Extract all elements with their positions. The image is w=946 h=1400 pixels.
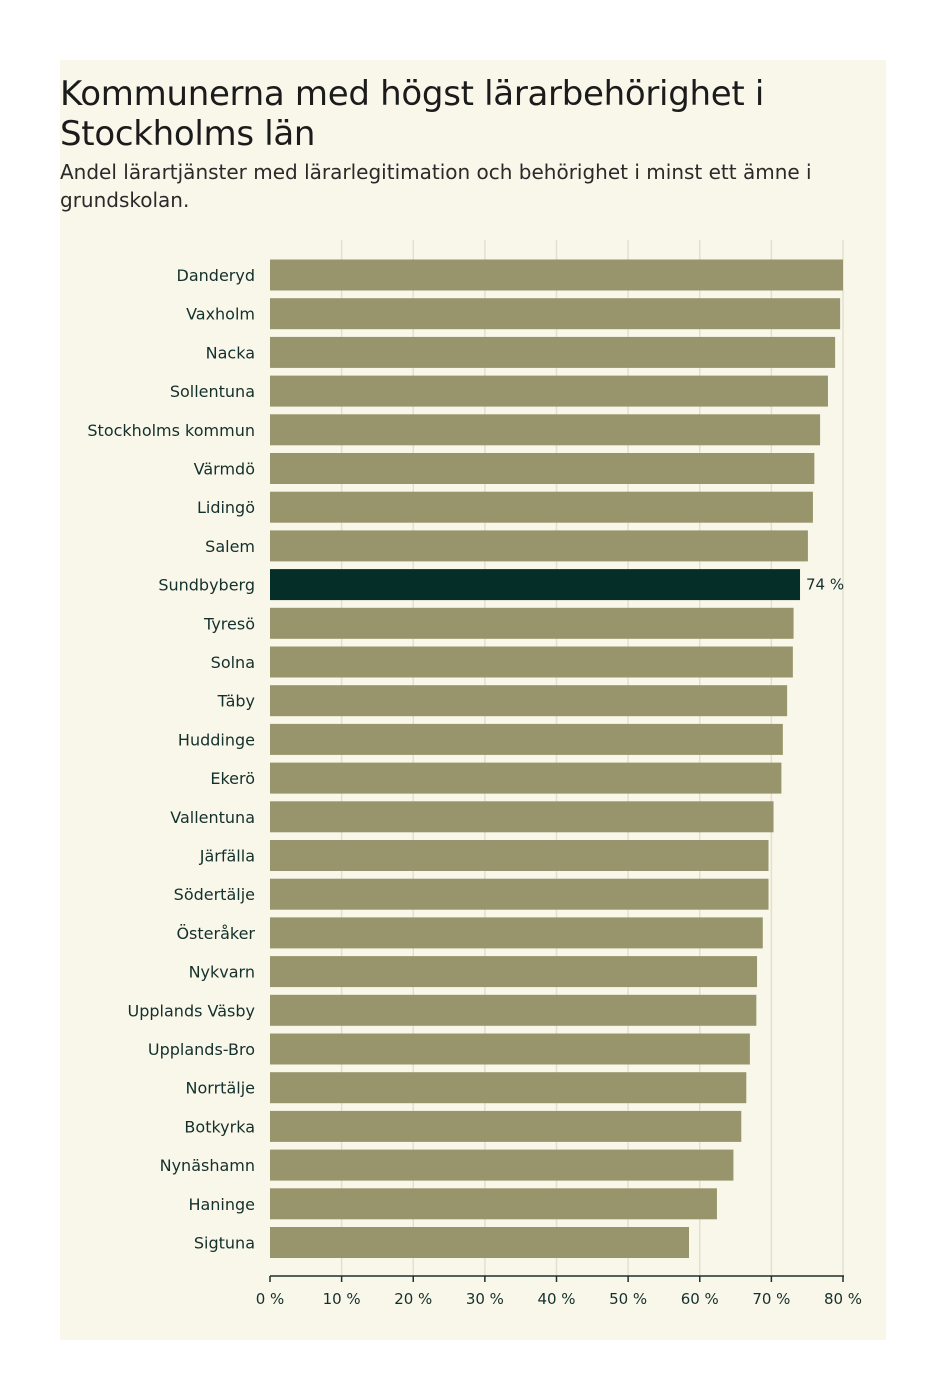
bar-järfälla: [270, 840, 769, 871]
chart-subtitle: Andel lärartjänster med lärarlegitimatio…: [60, 160, 812, 212]
category-label-upplands-väsby: Upplands Väsby: [128, 1001, 255, 1020]
category-label-nykvarn: Nykvarn: [189, 963, 255, 982]
chart-title: Kommunerna med högst lärarbehörighet i S…: [60, 74, 765, 154]
category-label-haninge: Haninge: [188, 1195, 255, 1214]
bar-huddinge: [270, 723, 783, 755]
category-label-huddinge: Huddinge: [178, 730, 255, 749]
bar-österåker: [270, 917, 763, 949]
bar-solna: [270, 646, 793, 678]
category-label-tyresö: Tyresö: [203, 614, 255, 633]
bar-salem: [270, 530, 808, 562]
x-tick-label-80: 80 %: [824, 1290, 862, 1308]
bar-nynäshamn: [270, 1149, 734, 1181]
x-tick-label-60: 60 %: [681, 1290, 719, 1308]
category-label-österåker: Österåker: [176, 924, 255, 943]
category-label-sollentuna: Sollentuna: [170, 382, 255, 401]
bar-upplands-väsby: [270, 994, 757, 1026]
bar-tyresö: [270, 607, 794, 639]
category-label-danderyd: Danderyd: [177, 266, 255, 285]
category-label-järfälla: Järfälla: [199, 847, 255, 866]
category-label-lidingö: Lidingö: [197, 498, 255, 517]
category-label-salem: Salem: [205, 537, 255, 556]
category-label-sundbyberg: Sundbyberg: [158, 576, 255, 595]
bar-sigtuna: [270, 1227, 690, 1258]
bar-danderyd: [270, 259, 843, 291]
category-label-sigtuna: Sigtuna: [194, 1234, 255, 1253]
category-label-upplands-bro: Upplands-Bro: [148, 1040, 255, 1059]
bar-täby: [270, 685, 788, 717]
category-label-stockholms-kommun: Stockholms kommun: [87, 421, 255, 440]
data-label-highlight: 74 %: [806, 576, 844, 594]
bar-botkyrka: [270, 1110, 742, 1142]
bar-haninge: [270, 1188, 717, 1220]
bar-stockholms-kommun: [270, 414, 821, 446]
category-label-vaxholm: Vaxholm: [186, 305, 255, 324]
bar-lidingö: [270, 491, 813, 523]
x-tick-label-40: 40 %: [537, 1290, 575, 1308]
category-label-vallentuna: Vallentuna: [170, 808, 255, 827]
category-label-ekerö: Ekerö: [210, 769, 255, 788]
category-label-nacka: Nacka: [206, 343, 255, 362]
bar-ekerö: [270, 762, 782, 794]
bar-vaxholm: [270, 298, 841, 330]
x-tick-label-50: 50 %: [609, 1290, 647, 1308]
bar-sollentuna: [270, 375, 828, 407]
x-tick-label-0: 0 %: [256, 1290, 285, 1308]
category-label-botkyrka: Botkyrka: [184, 1117, 255, 1136]
category-label-täby: Täby: [217, 692, 255, 711]
bar-nacka: [270, 336, 836, 368]
bar-nykvarn: [270, 956, 758, 988]
x-tick-label-10: 10 %: [323, 1290, 361, 1308]
x-tick-label-30: 30 %: [466, 1290, 504, 1308]
category-label-nynäshamn: Nynäshamn: [160, 1156, 255, 1175]
bar-södertälje: [270, 878, 769, 910]
bar-vallentuna: [270, 801, 774, 833]
bar-upplands-bro: [270, 1033, 750, 1065]
bar-sundbyberg: [270, 569, 801, 601]
category-label-södertälje: Södertälje: [174, 885, 255, 904]
category-label-norrtälje: Norrtälje: [186, 1079, 255, 1098]
x-tick-label-20: 20 %: [394, 1290, 432, 1308]
x-tick-label-70: 70 %: [752, 1290, 790, 1308]
bar-värmdö: [270, 453, 815, 484]
category-label-värmdö: Värmdö: [194, 460, 255, 479]
category-label-solna: Solna: [211, 653, 255, 672]
bar-norrtälje: [270, 1072, 747, 1104]
